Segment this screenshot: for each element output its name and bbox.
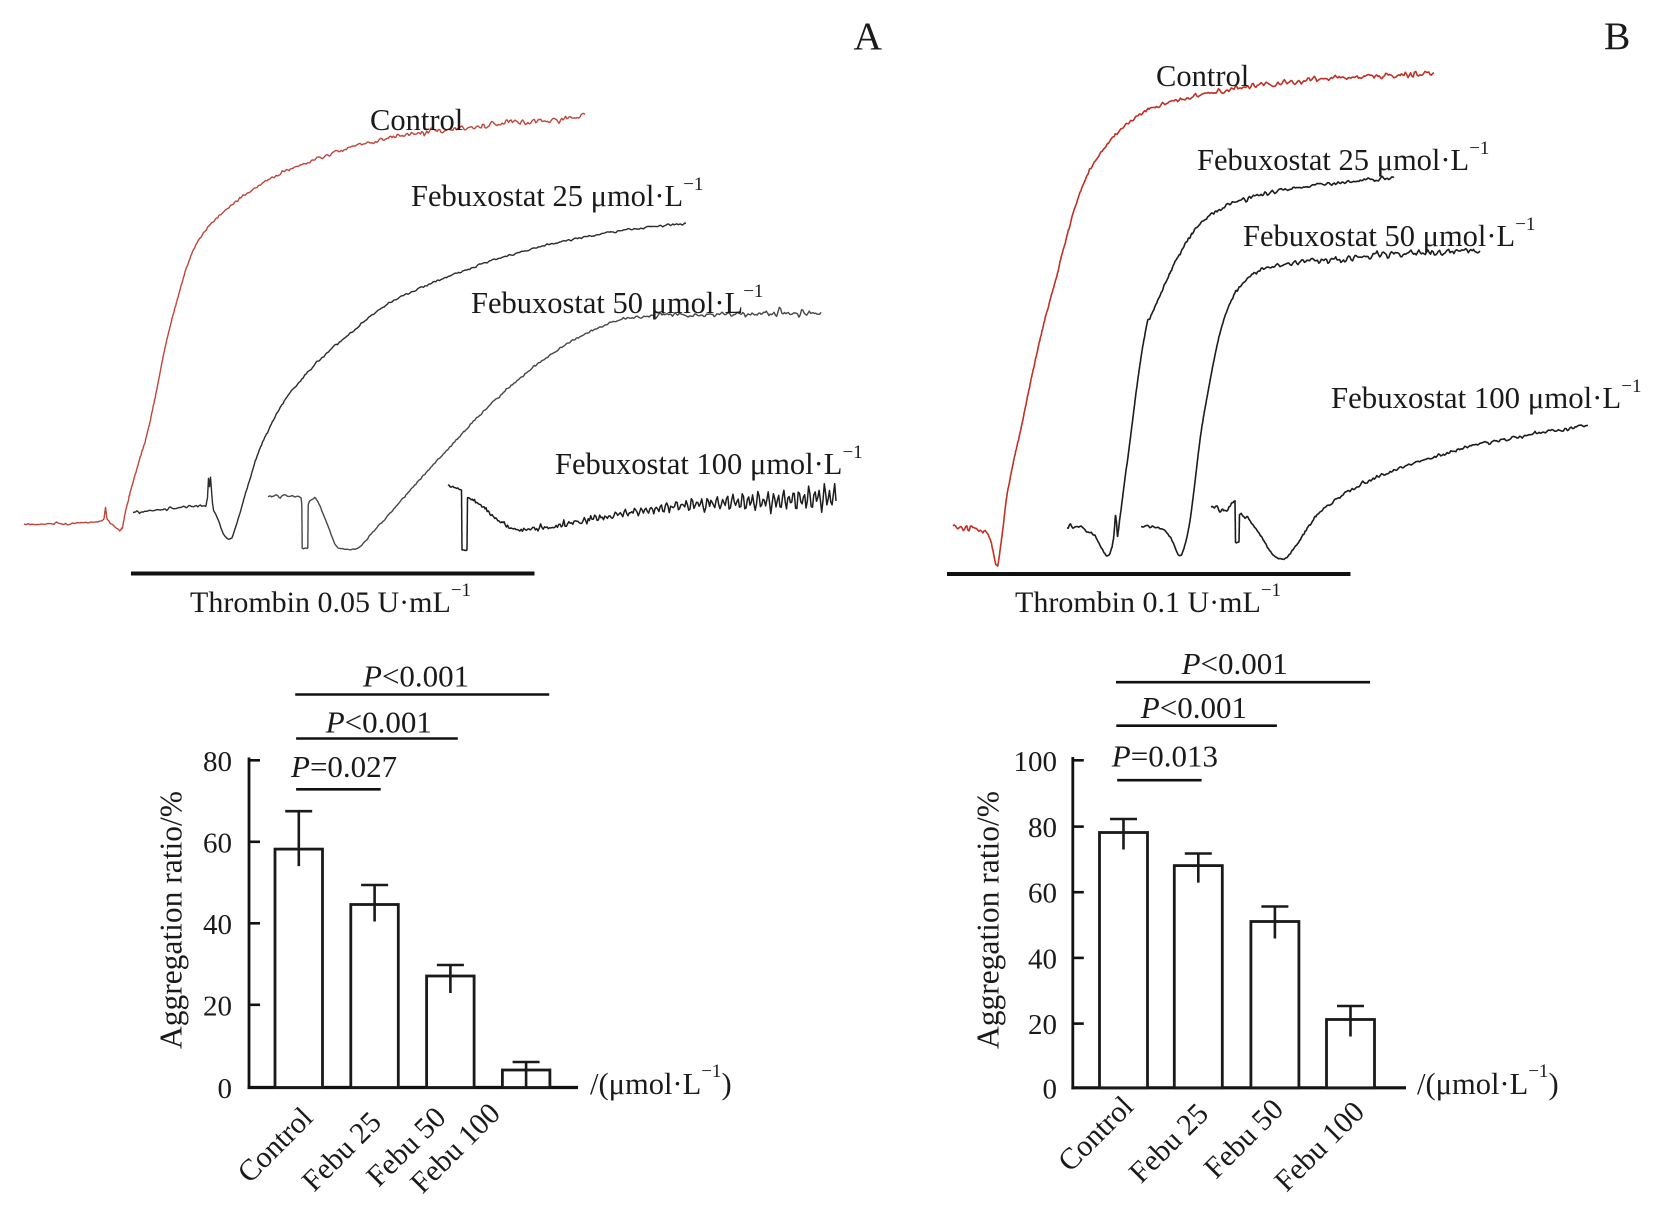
svg-text:Febuxostat 50 μmol·L−1: Febuxostat 50 μmol·L−1 bbox=[471, 281, 763, 320]
svg-text:Thrombin 0.1 U·mL−1: Thrombin 0.1 U·mL−1 bbox=[1015, 580, 1281, 619]
svg-text:P=0.027: P=0.027 bbox=[290, 749, 397, 784]
svg-text:20: 20 bbox=[1028, 1009, 1057, 1041]
svg-text:Febuxostat 25 μmol·L−1: Febuxostat 25 μmol·L−1 bbox=[411, 174, 703, 213]
svg-text:P<0.001: P<0.001 bbox=[325, 705, 432, 740]
svg-text:P<0.001: P<0.001 bbox=[1140, 690, 1247, 725]
svg-text:80: 80 bbox=[1028, 812, 1057, 844]
svg-text:60: 60 bbox=[1028, 878, 1057, 910]
svg-text:0: 0 bbox=[1043, 1073, 1058, 1105]
svg-text:40: 40 bbox=[203, 909, 232, 941]
svg-text:Febuxostat 100 μmol·L−1: Febuxostat 100 μmol·L−1 bbox=[555, 442, 863, 481]
svg-text:0: 0 bbox=[218, 1073, 233, 1105]
svg-text:B: B bbox=[1604, 14, 1630, 58]
svg-text:P<0.001: P<0.001 bbox=[362, 659, 469, 694]
svg-text:Control: Control bbox=[1156, 59, 1249, 93]
svg-text:P<0.001: P<0.001 bbox=[1181, 646, 1288, 681]
svg-text:100: 100 bbox=[1014, 746, 1058, 778]
svg-text:80: 80 bbox=[203, 746, 232, 778]
svg-text:40: 40 bbox=[1028, 943, 1057, 975]
svg-text:20: 20 bbox=[203, 990, 232, 1022]
svg-text:Aggregation ratio/%: Aggregation ratio/% bbox=[970, 791, 1005, 1049]
svg-text:P=0.013: P=0.013 bbox=[1111, 739, 1218, 774]
svg-text:Control: Control bbox=[370, 103, 463, 137]
svg-text:Aggregation ratio/%: Aggregation ratio/% bbox=[153, 791, 188, 1049]
svg-text:Febuxostat 50 μmol·L−1: Febuxostat 50 μmol·L−1 bbox=[1243, 214, 1535, 253]
svg-text:60: 60 bbox=[203, 827, 232, 859]
svg-text:A: A bbox=[854, 14, 883, 58]
svg-text:Febuxostat 25 μmol·L−1: Febuxostat 25 μmol·L−1 bbox=[1197, 138, 1489, 177]
svg-text:Febuxostat 100 μmol·L−1: Febuxostat 100 μmol·L−1 bbox=[1331, 376, 1641, 415]
svg-text:Thrombin 0.05 U·mL−1: Thrombin 0.05 U·mL−1 bbox=[190, 580, 471, 619]
